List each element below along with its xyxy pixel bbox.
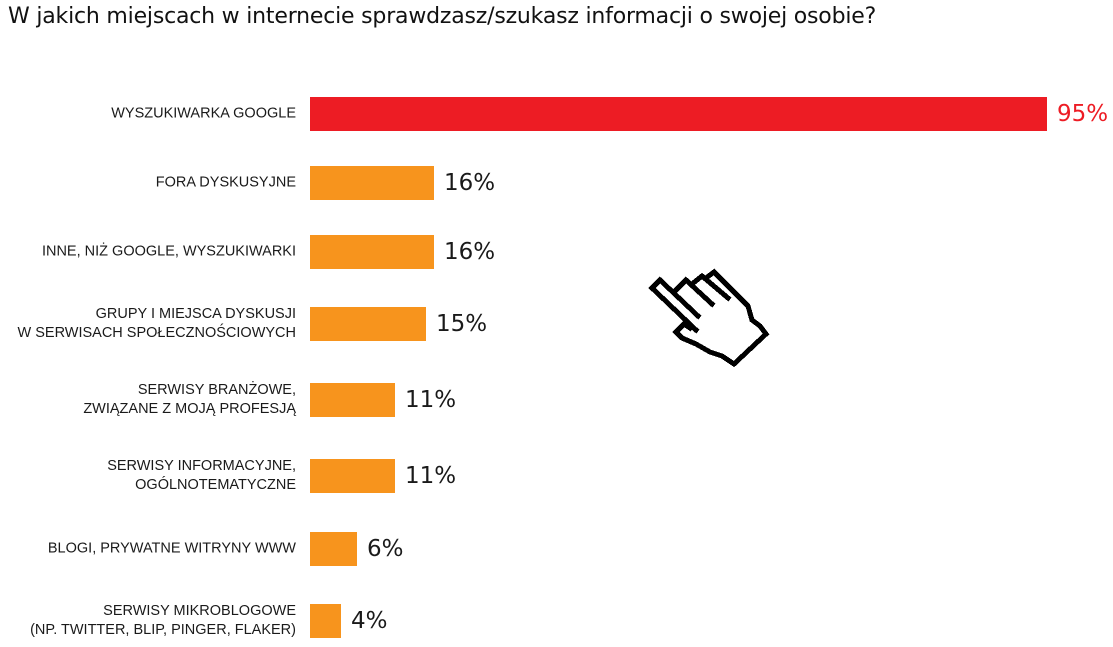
category-label-line: SERWISY BRANŻOWE, (137, 382, 296, 398)
value-label: 11% (405, 463, 457, 489)
bar-row: SERWISY MIKROBLOGOWE (NP. TWITTER, BLIP, … (0, 602, 1113, 640)
bar (310, 307, 426, 341)
bar (310, 532, 357, 566)
value-label: 11% (405, 387, 457, 413)
category-label-line: FORA DYSKUSYJNE (155, 174, 296, 191)
bar-row: INNE, NIŻ GOOGLE, WYSZUKIWARKI 16% (0, 235, 1113, 269)
bar-row: SERWISY INFORMACYJNE, OGÓLNOTEMATYCZNE 11% (0, 457, 1113, 495)
category-label-line: OGÓLNOTEMATYCZNE (135, 477, 296, 493)
category-label: WYSZUKIWARKA GOOGLE (111, 105, 296, 124)
value-label: 95% (1057, 101, 1109, 127)
bar (310, 166, 434, 200)
bar-row: FORA DYSKUSYJNE 16% (0, 166, 1113, 200)
bar (310, 383, 395, 417)
category-label-line: ZWIĄZANE Z MOJĄ PROFESJĄ (83, 401, 296, 417)
chart-title: W jakich miejscach w internecie sprawdza… (8, 4, 877, 29)
bar (310, 604, 341, 638)
category-label-line: (NP. TWITTER, BLIP, PINGER, FLAKER) (30, 622, 296, 638)
category-label-line: W SERWISACH SPOŁECZNOŚCIOWYCH (17, 325, 296, 341)
value-label: 6% (367, 536, 404, 562)
bar (310, 97, 1047, 131)
category-label-line: SERWISY MIKROBLOGOWE (103, 603, 296, 619)
bar-row: WYSZUKIWARKA GOOGLE 95% (0, 97, 1113, 131)
value-label: 16% (444, 170, 496, 196)
category-label: SERWISY MIKROBLOGOWE (NP. TWITTER, BLIP, … (30, 602, 296, 640)
value-label: 4% (351, 608, 388, 634)
bar-row: GRUPY I MIEJSCA DYSKUSJI W SERWISACH SPOŁ… (0, 305, 1113, 343)
category-label-line: SERWISY INFORMACYJNE, (107, 458, 296, 474)
category-label: SERWISY BRANŻOWE, ZWIĄZANE Z MOJĄ PROFESJ… (83, 381, 296, 419)
category-label: SERWISY INFORMACYJNE, OGÓLNOTEMATYCZNE (107, 457, 296, 495)
category-label-line: GRUPY I MIEJSCA DYSKUSJI (95, 306, 296, 322)
bar-row: SERWISY BRANŻOWE, ZWIĄZANE Z MOJĄ PROFESJ… (0, 381, 1113, 419)
category-label-line: WYSZUKIWARKA GOOGLE (111, 105, 296, 122)
value-label: 15% (436, 311, 488, 337)
category-label: GRUPY I MIEJSCA DYSKUSJI W SERWISACH SPOŁ… (18, 305, 296, 343)
category-label: INNE, NIŻ GOOGLE, WYSZUKIWARKI (42, 243, 296, 262)
category-label-line: BLOGI, PRYWATNE WITRYNY WWW (47, 540, 296, 557)
value-label: 16% (444, 239, 496, 265)
category-label: BLOGI, PRYWATNE WITRYNY WWW (48, 540, 296, 559)
category-label: FORA DYSKUSYJNE (156, 174, 296, 193)
pixel-hand-pointer-icon (648, 268, 770, 368)
bar (310, 235, 434, 269)
bar-row: BLOGI, PRYWATNE WITRYNY WWW 6% (0, 532, 1113, 566)
bar (310, 459, 395, 493)
category-label-line: INNE, NIŻ GOOGLE, WYSZUKIWARKI (41, 243, 296, 260)
